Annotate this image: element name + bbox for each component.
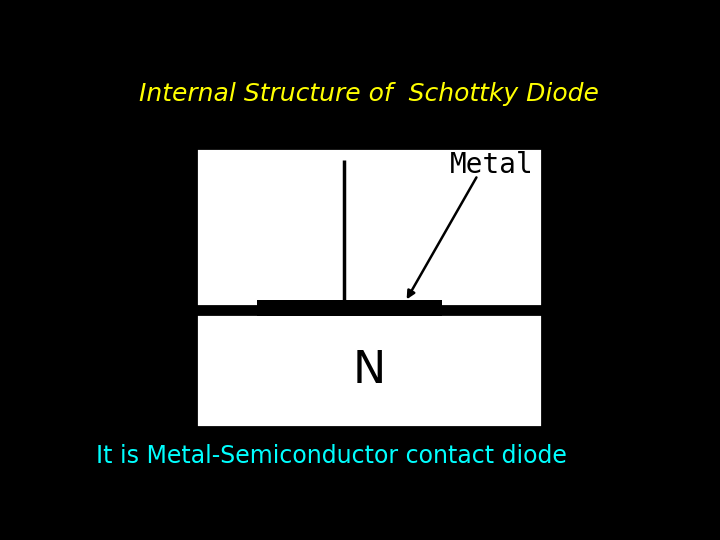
Bar	[258, 300, 441, 315]
Bar	[196, 148, 542, 306]
Text: N: N	[352, 349, 386, 392]
Text: Metal: Metal	[450, 151, 534, 179]
Text: It is Metal-Semiconductor contact diode: It is Metal-Semiconductor contact diode	[96, 444, 567, 468]
Bar	[196, 314, 542, 427]
Text: Internal Structure of  Schottky Diode: Internal Structure of Schottky Diode	[139, 82, 599, 106]
Bar	[196, 306, 542, 314]
